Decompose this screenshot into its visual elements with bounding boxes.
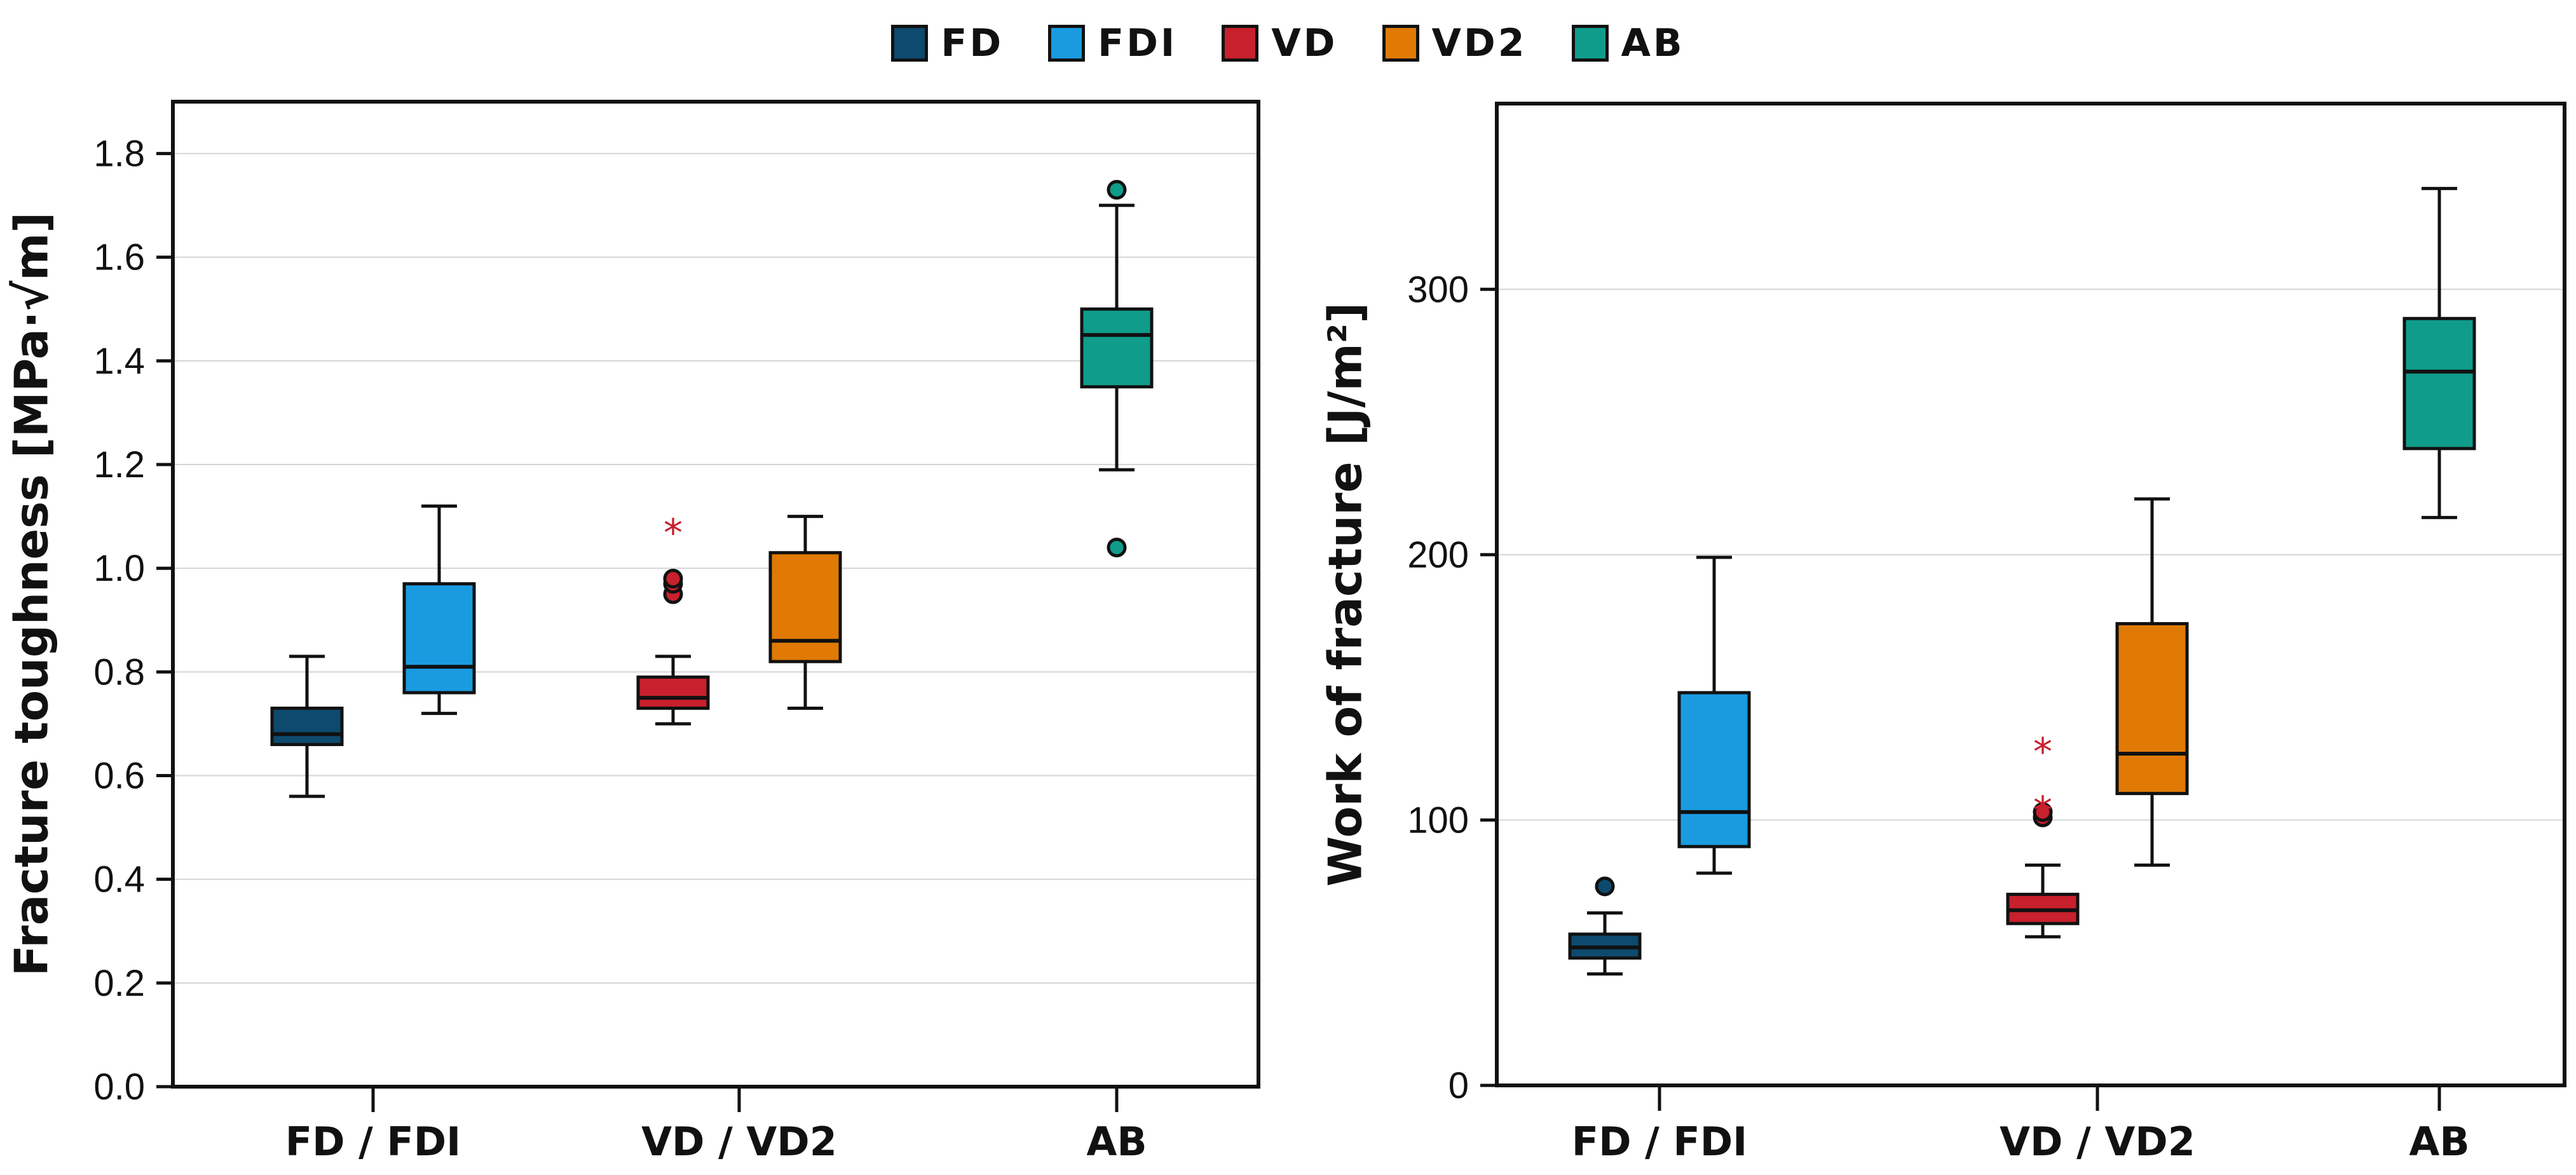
box-ab <box>1080 180 1154 558</box>
box-iqr <box>1080 307 1154 389</box>
legend-swatch-fdi <box>1048 25 1086 62</box>
legend-item-fdi: FDI <box>1048 21 1177 65</box>
box-vd2 <box>768 515 842 710</box>
legend-item-vd: VD <box>1222 21 1337 65</box>
legend-swatch-ab <box>1571 25 1609 62</box>
chart-panel-1: 0.0 0.2 0.4 0.6 0.8 1.0 1.2 1.4 1.6 1.8 FD / FDI VD… <box>5 100 1260 1165</box>
outlier-point <box>2033 802 2053 822</box>
x-category-label: AB <box>1086 1118 1147 1165</box>
box-iqr <box>402 582 476 695</box>
outlier-point <box>1107 538 1127 558</box>
outlier-point <box>1107 180 1127 200</box>
box-ab <box>2402 187 2476 519</box>
legend-label-fdi: FDI <box>1098 21 1178 65</box>
plot-frame <box>171 100 1260 1089</box>
box-iqr <box>1677 691 1751 848</box>
legend-item-vd2: VD2 <box>1382 21 1527 65</box>
chart-panel-2: 0 100 200 300 FD / FDI VD / VD2 AB Work of frac… <box>1319 102 2566 1165</box>
y-tick-label: 1.0 <box>93 548 145 589</box>
legend-swatch-vd2 <box>1382 25 1419 62</box>
y-axis-title: Work of fracture [J/m²] <box>1319 302 1372 886</box>
plot-frame <box>1495 102 2566 1087</box>
box-iqr <box>768 551 842 663</box>
legend-label-fd: FD <box>941 21 1004 65</box>
y-tick-label: 0.4 <box>93 859 145 900</box>
y-tick-label: 100 <box>1407 799 1469 841</box>
box-iqr <box>270 706 344 747</box>
outlier-point <box>663 569 683 589</box>
legend-item-fd: FD <box>891 21 1004 65</box>
extreme-point: * <box>2033 730 2052 775</box>
y-tick-label: 0.6 <box>93 756 145 797</box>
x-category-label: AB <box>2409 1118 2469 1165</box>
legend-label-vd: VD <box>1271 21 1338 65</box>
x-category-label: FD / FDI <box>1572 1118 1748 1165</box>
box-fdi <box>402 504 476 716</box>
x-category-label: VD / VD2 <box>641 1118 837 1165</box>
legend-label-ab: AB <box>1621 21 1685 65</box>
y-axis-title: Fracture toughness [MPa·√m] <box>5 212 58 977</box>
legend-swatch-vd <box>1222 25 1259 62</box>
extreme-point: * <box>2033 788 2052 832</box>
y-tick-label: 1.2 <box>93 444 145 486</box>
y-tick-label: 0.8 <box>93 651 145 693</box>
x-category-label: VD / VD2 <box>2000 1118 2195 1165</box>
box-fdi <box>1677 555 1751 875</box>
legend: FD FDI VD VD2 AB <box>0 11 2576 75</box>
extreme-point: * <box>664 511 683 555</box>
box-vd: * <box>636 511 710 726</box>
box-iqr <box>2402 316 2476 451</box>
y-tick-label: 1.6 <box>93 237 145 278</box>
y-tick-label: 1.8 <box>93 133 145 175</box>
y-tick-label: 0.0 <box>93 1066 145 1108</box>
outlier-point <box>1595 876 1615 897</box>
legend-item-ab: AB <box>1571 21 1685 65</box>
y-tick-label: 0 <box>1448 1065 1469 1106</box>
legend-swatch-fd <box>891 25 929 62</box>
legend-label-vd2: VD2 <box>1431 21 1527 65</box>
y-tick-label: 200 <box>1407 534 1469 576</box>
box-iqr <box>636 676 710 710</box>
y-tick-label: 1.4 <box>93 341 145 382</box>
x-category-label: FD / FDI <box>285 1118 461 1165</box>
y-tick-label: 0.2 <box>93 963 145 1004</box>
y-tick-label: 300 <box>1407 269 1469 310</box>
box-iqr <box>2115 621 2189 796</box>
box-fd <box>1568 876 1642 976</box>
box-vd2 <box>2115 497 2189 867</box>
box-vd: ** <box>2006 730 2080 939</box>
box-fd <box>270 655 344 798</box>
